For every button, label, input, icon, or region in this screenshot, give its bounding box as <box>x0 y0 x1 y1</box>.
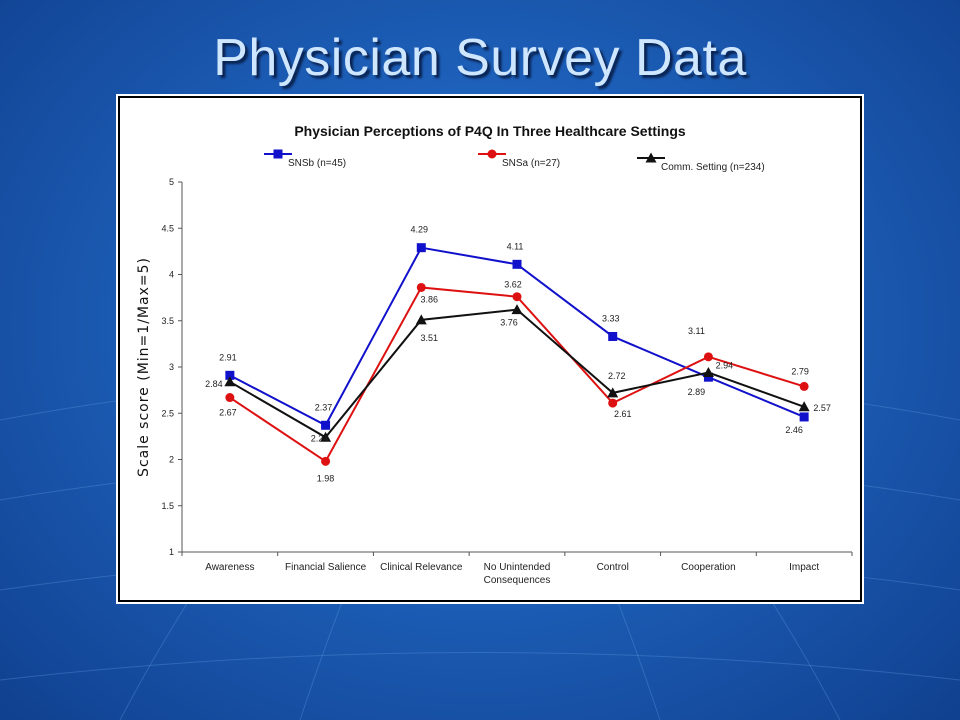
chart-frame: Physician Perceptions of P4Q In Three He… <box>116 94 864 604</box>
data-label: 2.57 <box>813 403 831 413</box>
y-tick-label: 3.5 <box>161 316 174 326</box>
legend-marker <box>273 149 283 159</box>
data-point <box>799 412 809 422</box>
data-point <box>415 314 427 325</box>
data-label: 1.98 <box>317 473 335 483</box>
data-point <box>703 352 713 362</box>
data-label: 3.11 <box>688 326 705 336</box>
x-tick-label: Awareness <box>205 562 254 573</box>
data-label: 3.33 <box>602 313 620 323</box>
data-label: 2.46 <box>785 425 803 435</box>
legend-label: Comm. Setting (n=234) <box>661 162 765 173</box>
data-point <box>225 393 235 403</box>
data-label: 2.37 <box>315 402 333 412</box>
y-tick-label: 5 <box>169 177 174 187</box>
data-point <box>798 401 810 412</box>
y-tick-label: 1 <box>169 547 174 557</box>
data-label: 2.89 <box>688 387 706 397</box>
legend-marker <box>645 152 657 163</box>
data-point <box>320 431 332 442</box>
data-label: 3.86 <box>421 294 439 304</box>
y-tick-label: 2 <box>169 455 174 465</box>
chart-title: Physician Perceptions of P4Q In Three He… <box>294 123 686 139</box>
y-tick-label: 3 <box>169 362 174 372</box>
y-tick-label: 1.5 <box>161 501 174 511</box>
data-label: 2.72 <box>608 371 626 381</box>
x-tick-label: No Unintended <box>484 562 551 573</box>
data-point <box>607 387 619 398</box>
series-line <box>229 308 805 439</box>
data-point <box>321 456 331 466</box>
line-chart: Physician Perceptions of P4Q In Three He… <box>136 123 853 586</box>
x-tick-label: Impact <box>789 562 819 573</box>
data-label: 2.79 <box>791 366 809 376</box>
data-label: 2.91 <box>219 352 237 362</box>
data-point <box>511 304 523 315</box>
data-point <box>512 259 522 269</box>
legend-label: SNSb (n=45) <box>288 158 346 169</box>
data-label: 2.67 <box>219 408 237 418</box>
data-point <box>416 282 426 292</box>
series-line <box>229 246 805 427</box>
y-tick-label: 2.5 <box>161 408 174 418</box>
data-point <box>608 398 618 408</box>
data-label: 2.94 <box>716 361 734 371</box>
data-label: 3.51 <box>421 333 439 343</box>
data-point <box>225 370 235 380</box>
slide-title: Physician Survey Data <box>213 29 747 87</box>
x-tick-label: Consequences <box>484 575 551 586</box>
data-point <box>702 367 714 378</box>
legend-marker <box>487 149 497 159</box>
data-label: 2.24 <box>311 433 329 443</box>
data-point <box>321 420 331 430</box>
data-label: 3.76 <box>500 318 518 328</box>
data-label: 2.84 <box>205 379 223 389</box>
data-point <box>608 331 618 341</box>
data-point <box>224 376 236 387</box>
data-point <box>416 243 426 253</box>
x-tick-label: Control <box>597 562 629 573</box>
data-label: 3.62 <box>504 280 522 290</box>
data-label: 2.61 <box>614 409 632 419</box>
x-tick-label: Financial Salience <box>285 562 367 573</box>
y-tick-label: 4 <box>169 270 174 280</box>
legend-label: SNSa (n=27) <box>502 158 560 169</box>
data-point <box>703 372 713 382</box>
data-label: 4.11 <box>507 241 524 251</box>
x-tick-label: Cooperation <box>681 562 735 573</box>
x-tick-label: Clinical Relevance <box>380 562 463 573</box>
y-tick-label: 4.5 <box>161 223 174 233</box>
data-point <box>799 381 809 391</box>
data-point <box>512 292 522 302</box>
y-axis-label: Scale score (Min=1/Max=5) <box>136 257 152 477</box>
data-label: 4.29 <box>411 225 429 235</box>
